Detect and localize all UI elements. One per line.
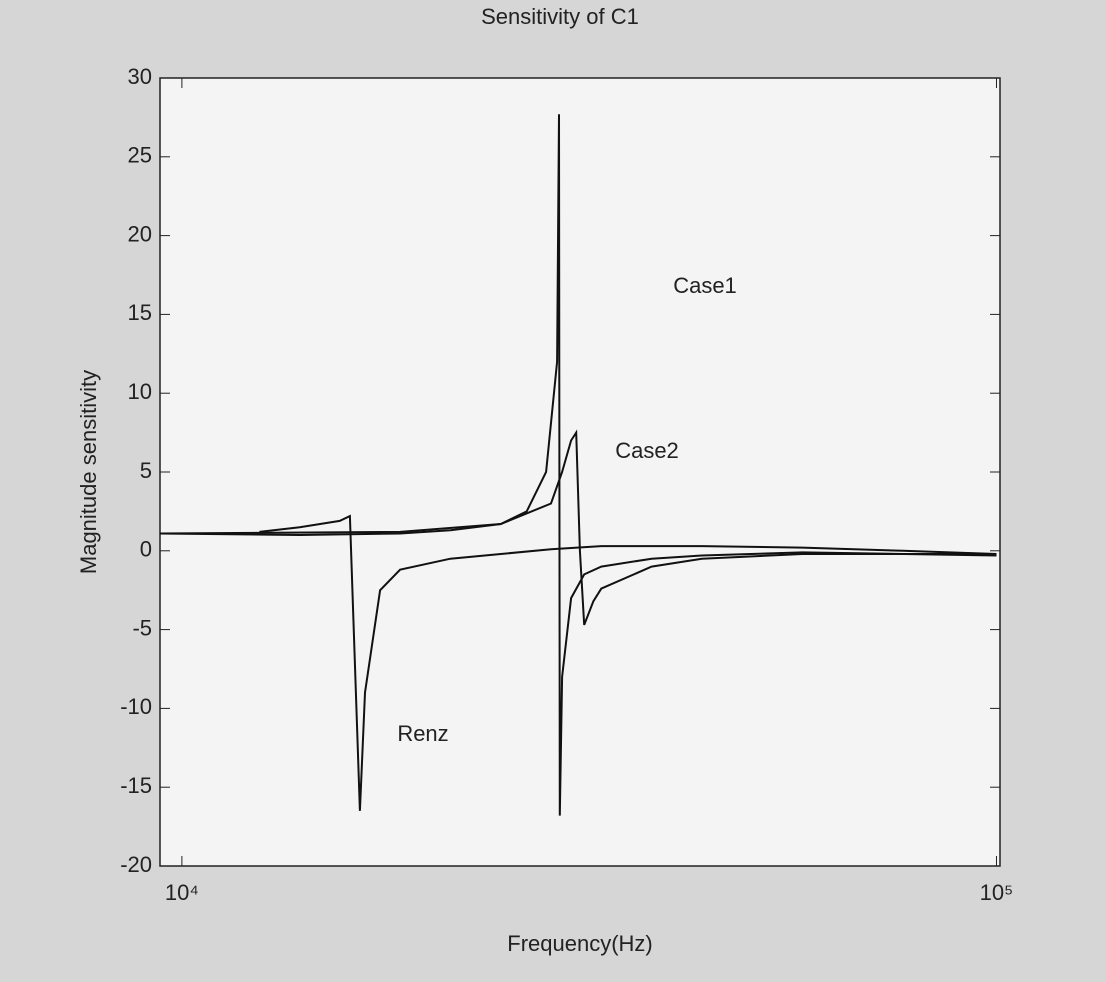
y-tick-label: -20 (120, 852, 152, 877)
y-tick-label: 5 (140, 458, 152, 483)
y-tick-label: 20 (128, 221, 152, 246)
chart: Sensitivity of C1 Frequency(Hz) Magnitud… (0, 0, 1106, 982)
y-tick-label: -5 (132, 615, 152, 640)
x-tick-label: 10⁴ (165, 880, 199, 905)
series-label: Renz (397, 721, 448, 746)
y-tick-label: 0 (140, 537, 152, 562)
series-label: Case1 (673, 273, 737, 298)
x-axis-label: Frequency(Hz) (507, 931, 652, 956)
y-tick-label: 15 (128, 300, 152, 325)
x-tick-label: 10⁵ (980, 880, 1014, 905)
y-tick-label: -15 (120, 773, 152, 798)
y-tick-label: 30 (128, 64, 152, 89)
chart-title: Sensitivity of C1 (481, 4, 639, 29)
y-tick-label: -10 (120, 694, 152, 719)
page: Sensitivity of C1 Frequency(Hz) Magnitud… (0, 0, 1106, 982)
plot-area (160, 78, 1000, 866)
y-tick-label: 10 (128, 379, 152, 404)
y-axis-label: Magnitude sensitivity (76, 370, 101, 574)
series-label: Case2 (615, 438, 679, 463)
y-tick-label: 25 (128, 143, 152, 168)
